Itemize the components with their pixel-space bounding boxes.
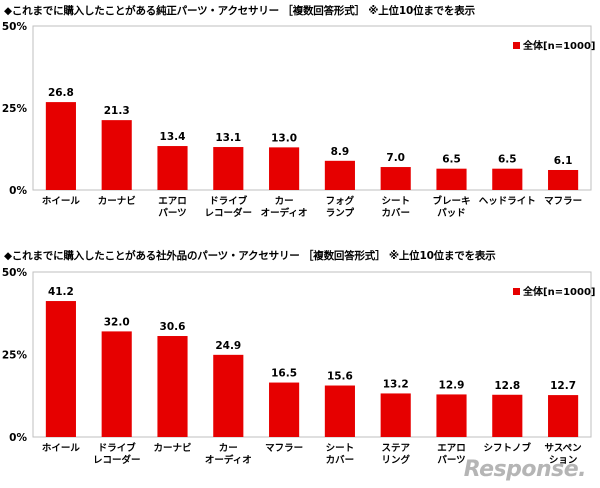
data-label: 41.2	[48, 286, 74, 298]
data-label: 15.6	[327, 371, 353, 383]
category-label: シート	[326, 443, 355, 454]
data-label: 6.5	[442, 154, 461, 166]
y-tick-label: 0%	[9, 185, 27, 197]
chart1-title: ◆これまでに購入したことがある純正パーツ・アクセサリー ［複数回答形式］ ※上位…	[4, 5, 475, 17]
bar	[436, 168, 467, 190]
bar	[436, 394, 467, 437]
bar	[269, 382, 300, 437]
category-label: リング	[381, 454, 410, 466]
bar	[45, 102, 76, 190]
category-label: カー	[275, 196, 294, 207]
data-label: 6.1	[554, 155, 573, 167]
legend-swatch	[513, 42, 520, 49]
bar	[157, 336, 188, 437]
category-label: カバー	[381, 207, 410, 219]
data-label: 12.8	[494, 380, 520, 392]
category-label: カーナビ	[98, 195, 137, 207]
category-label: シフトノブ	[484, 442, 532, 454]
y-tick-label: 0%	[9, 432, 27, 444]
category-label: レコーダー	[205, 207, 253, 219]
category-label: レコーダー	[93, 454, 141, 466]
bar	[157, 146, 188, 190]
data-label: 13.1	[215, 132, 241, 144]
category-label: ション	[549, 455, 578, 466]
chart2-title: ◆これまでに購入したことがある社外品のパーツ・アクセサリー ［複数回答形式］ ※…	[4, 250, 496, 262]
category-label: パッド	[437, 207, 466, 219]
bar	[548, 169, 579, 190]
bar	[213, 147, 244, 190]
category-label: ランプ	[326, 207, 355, 219]
y-tick-label: 25%	[2, 350, 28, 362]
bar	[213, 354, 244, 437]
category-label: フォグ	[326, 195, 355, 207]
data-label: 26.8	[48, 87, 74, 99]
data-label: 8.9	[331, 146, 350, 158]
legend-swatch	[513, 288, 520, 295]
category-label: エアロ	[437, 443, 466, 454]
category-label: オーディオ	[261, 207, 308, 219]
category-label: ステア	[381, 443, 410, 454]
category-label: マフラー	[544, 196, 582, 207]
data-label: 32.0	[104, 316, 130, 328]
bar	[492, 394, 523, 437]
data-label: 21.3	[104, 105, 130, 117]
legend: 全体[n=1000]	[513, 285, 595, 298]
data-label: 16.5	[271, 368, 297, 380]
category-label: ドライブ	[209, 195, 248, 207]
category-label: ドライブ	[98, 442, 137, 454]
legend: 全体[n=1000]	[513, 39, 595, 52]
watermark-logo: Response.	[463, 457, 587, 482]
category-label: カー	[219, 443, 238, 454]
data-label: 7.0	[386, 152, 405, 164]
data-label: 30.6	[160, 321, 186, 333]
bar	[548, 395, 579, 437]
data-label: 24.9	[215, 340, 241, 352]
plot-area	[32, 271, 592, 438]
category-label: エアロ	[158, 196, 187, 207]
category-label: シート	[381, 196, 410, 207]
data-label: 13.4	[160, 131, 186, 143]
category-label: ホイール	[42, 196, 81, 207]
data-label: 12.7	[550, 380, 576, 392]
data-label: 12.9	[439, 379, 465, 391]
bar	[492, 168, 523, 190]
category-label: マフラー	[265, 443, 303, 454]
category-label: ヘッドライト	[479, 196, 536, 207]
bar	[269, 147, 300, 190]
legend-label: 全体[n=1000]	[522, 285, 595, 298]
category-label: ホイール	[42, 443, 81, 454]
bar	[101, 120, 132, 190]
bar	[380, 167, 411, 190]
y-tick-label: 50%	[2, 21, 28, 33]
legend-label: 全体[n=1000]	[522, 39, 595, 52]
bar	[380, 393, 411, 437]
category-label: オーディオ	[205, 454, 252, 466]
chart1-svg: 0% 25% 50% 全体[n=1000] 26.8 ホイール 21.3 カーナビ 13.4 エア…	[2, 21, 596, 219]
data-label: 13.2	[383, 378, 409, 390]
category-label: カーナビ	[153, 442, 192, 454]
bar	[324, 160, 355, 190]
category-label: パーツ	[437, 454, 465, 466]
data-label: 6.5	[498, 154, 517, 166]
category-label: サスペン	[545, 443, 582, 454]
category-label: パーツ	[158, 207, 186, 219]
category-label: ブレーキ	[432, 195, 470, 207]
data-label: 13.0	[271, 132, 297, 144]
bar	[45, 301, 76, 437]
y-tick-label: 50%	[2, 267, 28, 279]
category-label: カバー	[326, 454, 355, 466]
bar	[101, 331, 132, 437]
bar	[324, 385, 355, 437]
y-tick-label: 25%	[2, 103, 28, 115]
plot-area	[32, 25, 592, 191]
